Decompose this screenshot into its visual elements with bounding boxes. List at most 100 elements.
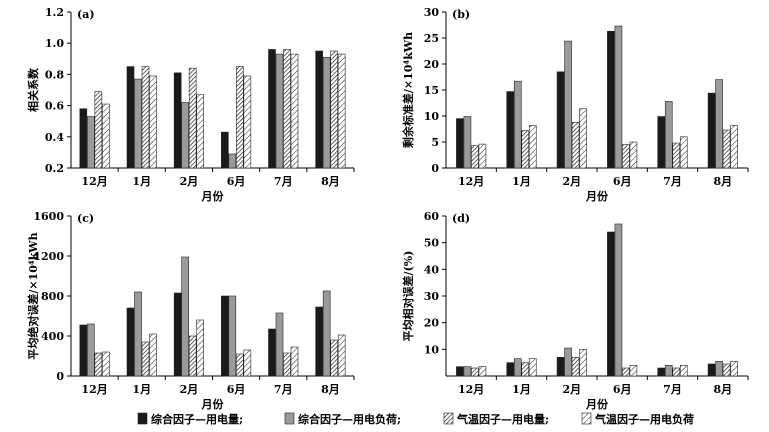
y-tick-label: 10: [424, 343, 440, 356]
bar-4: [337, 53, 346, 169]
bar-4: [102, 351, 110, 377]
legend-swatch-4: [581, 412, 592, 425]
bar-4: [528, 358, 537, 377]
x-tick-label: 6月: [613, 383, 632, 396]
x-tick-label: 2月: [563, 175, 582, 188]
bar-4: [149, 333, 157, 377]
bar-3: [188, 335, 197, 377]
panel-label: (c): [77, 212, 94, 225]
chart-panel-1: 0.2 0.4 0.6 0.8 1.0 1.2 12月 1月 2月 6月 7月 8月 (a) 月份 相关系数: [26, 6, 355, 203]
panel-label: (b): [452, 8, 470, 21]
bar-1: [268, 328, 276, 377]
x-tick-label: 7月: [274, 383, 293, 396]
bar-2: [322, 56, 331, 169]
bar-3: [722, 363, 731, 377]
bar-1: [173, 292, 182, 377]
legend-label-4: 气温因子—用电负荷: [594, 412, 694, 426]
bar-3: [283, 49, 291, 169]
y-axis-title: 剩余标准差/×10⁴kWh: [401, 32, 415, 148]
y-tick-label: 25: [424, 32, 439, 45]
bar-2: [664, 101, 673, 169]
x-tick-label: 6月: [227, 383, 246, 396]
bar-2: [275, 312, 284, 377]
bar-2: [513, 80, 522, 169]
panel-label: (a): [77, 8, 95, 21]
bar-1: [126, 307, 135, 377]
y-tick-label: 0.8: [45, 68, 64, 81]
y-tick-label: 15: [424, 84, 439, 97]
bar-3: [471, 367, 479, 377]
bar-1: [456, 118, 464, 169]
bar-1: [657, 116, 666, 169]
bar-4: [149, 75, 157, 169]
chart-panel-3: 0 400 800 1200 1600 12月 1月 2月 6月 7月 8月 (c) 月份 平均绝对误差/…: [26, 210, 355, 411]
bar-1: [506, 91, 515, 169]
bar-2: [134, 291, 142, 377]
bar-4: [243, 75, 252, 169]
y-tick-label: 800: [41, 290, 64, 303]
y-tick-label: 30: [424, 6, 440, 19]
x-axis-title: 月份: [585, 189, 609, 203]
y-tick-label: 20: [424, 58, 440, 71]
bar-4: [337, 334, 346, 377]
bar-1: [707, 363, 716, 377]
bar-3: [571, 121, 580, 169]
x-tick-label: 8月: [714, 383, 733, 396]
x-tick-label: 12月: [458, 383, 484, 396]
bar-4: [679, 136, 688, 169]
bar-2: [664, 365, 673, 377]
bar-1: [607, 30, 615, 169]
bar-3: [94, 352, 103, 377]
x-tick-label: 6月: [613, 175, 632, 188]
y-tick-label: 1.0: [45, 37, 64, 50]
bar-3: [236, 353, 244, 377]
bar-3: [722, 129, 731, 169]
x-axis-title: 月份: [585, 397, 609, 411]
y-tick-label: 50: [424, 237, 440, 250]
bar-1: [221, 295, 229, 377]
y-tick-label: 20: [424, 317, 440, 330]
legend: 综合因子—用电量; 综合因子—用电负荷; 气温因子—用电量; 气温因子—用电负荷: [137, 412, 694, 426]
bar-3: [622, 144, 630, 169]
y-tick-label: 1200: [33, 250, 64, 263]
bar-4: [243, 349, 252, 377]
x-tick-label: 8月: [321, 383, 340, 396]
x-axis-title: 月份: [201, 189, 225, 203]
bar-2: [614, 223, 623, 377]
bar-2: [228, 153, 237, 169]
bar-2: [463, 116, 472, 169]
legend-swatch-3: [443, 412, 454, 425]
bar-4: [579, 349, 587, 377]
bar-3: [672, 142, 681, 169]
bar-1: [556, 71, 565, 169]
bar-2: [564, 40, 572, 169]
bar-1: [657, 367, 666, 377]
x-tick-label: 12月: [81, 383, 107, 396]
legend-label-1: 综合因子—用电量;: [151, 412, 243, 426]
bar-2: [181, 102, 189, 169]
bar-4: [528, 125, 537, 169]
y-tick-label: 10: [424, 110, 440, 123]
y-tick-label: 0.4: [45, 131, 64, 144]
x-tick-label: 8月: [321, 175, 340, 188]
bar-4: [730, 361, 738, 377]
bar-4: [290, 346, 299, 377]
bar-1: [707, 92, 716, 169]
bar-2: [275, 53, 284, 169]
bar-4: [196, 319, 204, 377]
bar-1: [79, 108, 88, 169]
y-axis-title: 平均绝对误差/×10⁴kWh: [26, 232, 40, 359]
x-axis-title: 月份: [201, 397, 225, 411]
x-tick-label: 6月: [227, 175, 246, 188]
x-tick-label: 7月: [274, 175, 293, 188]
bar-3: [94, 91, 103, 169]
x-tick-label: 1月: [132, 175, 151, 188]
bar-3: [521, 362, 530, 377]
y-tick-label: 0: [431, 162, 439, 175]
x-tick-label: 2月: [563, 383, 582, 396]
y-tick-label: 60: [424, 210, 440, 223]
panel-label: (d): [452, 212, 470, 225]
bar-1: [79, 324, 88, 377]
bar-2: [463, 366, 472, 377]
